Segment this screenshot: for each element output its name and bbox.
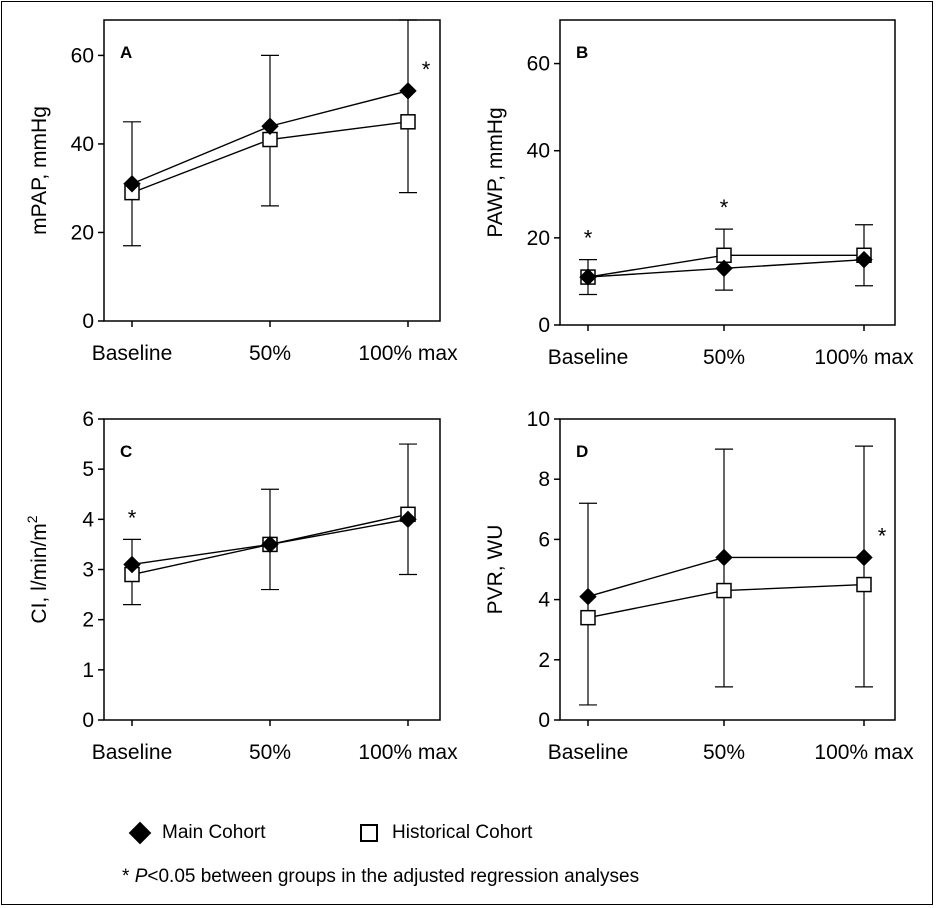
panel-d-ylabel: PVR, WU <box>484 525 507 615</box>
legend-main-marker-icon <box>128 821 152 845</box>
panel-b-ylabel: PAWP, mmHg <box>484 107 507 237</box>
panel-d-point-historical <box>580 609 596 626</box>
panel-b-ytick-label: 40 <box>527 140 550 163</box>
panel-d-significance-marker: * <box>878 523 887 548</box>
panel-b-ytick-label: 20 <box>527 227 550 250</box>
panel-d-point-historical <box>856 576 872 593</box>
panel-a-plot-box <box>103 19 441 322</box>
panel-c-ytick-label: 2 <box>82 609 94 632</box>
panel-d-xtick-label: Baseline <box>548 741 629 764</box>
legend-historical-label: Historical Cohort <box>392 822 533 843</box>
panel-b-ytick-label: 0 <box>538 314 550 337</box>
panel-c-ytick-label: 3 <box>82 559 94 582</box>
panel-a-point-main <box>123 175 141 193</box>
panel-c-point-main <box>261 535 279 554</box>
panel-a-ytick-label: 60 <box>71 44 94 67</box>
panel-a-point-historical <box>400 114 416 130</box>
panel-b-point-main <box>579 268 597 286</box>
panel-a-xtick-label: 100% max <box>358 342 458 365</box>
panel-c-label: C <box>120 442 132 461</box>
panel-b-ytick-label: 60 <box>527 53 550 76</box>
panel-d-ytick-label: 10 <box>527 408 550 431</box>
panel-c-ytick-label: 4 <box>82 508 94 531</box>
legend-main-label: Main Cohort <box>162 822 266 843</box>
panel-c-ytick-label: 0 <box>82 709 94 732</box>
panel-a-ytick-label: 40 <box>71 133 94 156</box>
panel-d-point-main <box>715 548 733 567</box>
panel-d-plot-box <box>559 418 896 721</box>
panel-b-significance-marker: * <box>720 195 729 220</box>
panel-a-point-main <box>261 117 279 135</box>
panel-d-xtick-label: 50% <box>703 741 745 764</box>
legend-main: Main Cohort <box>128 821 266 845</box>
panel-a-ytick-label: 0 <box>82 310 94 333</box>
panel-c-significance-marker: * <box>128 505 137 530</box>
legend-historical-marker-icon <box>360 824 378 842</box>
footnote-p: P <box>134 866 148 887</box>
legend-historical: Historical Cohort <box>360 822 532 844</box>
panel-c-ytick-label: 6 <box>82 408 94 431</box>
panel-b-xtick-label: 100% max <box>814 346 914 369</box>
panel-b-point-main <box>715 259 733 278</box>
panel-b-label: B <box>576 43 588 62</box>
panel-a-label: A <box>120 43 132 62</box>
footnote-star: * <box>122 866 130 887</box>
panel-d-ytick-label: 6 <box>538 528 550 551</box>
panel-a-ylabel: mPAP, mmHg <box>28 106 51 235</box>
panel-d-label: D <box>576 442 588 461</box>
panel-a-xtick-label: 50% <box>249 342 291 365</box>
panel-b-xtick-label: Baseline <box>548 346 629 369</box>
panel-b-plot-box <box>559 19 896 326</box>
panel-a-significance-marker: * <box>422 57 431 82</box>
panel-c-point-main <box>399 510 417 529</box>
panel-d-ytick-label: 8 <box>538 468 550 491</box>
panel-a-xtick-label: Baseline <box>92 342 173 365</box>
panel-c-xtick-label: Baseline <box>92 741 173 764</box>
panel-d-point-main <box>855 548 873 567</box>
panel-c-xtick-label: 50% <box>249 741 291 764</box>
panel-c-xtick-label: 100% max <box>358 741 458 764</box>
panel-c-ylabel: CI, l/min/m2 <box>24 515 51 623</box>
footnote-text: <0.05 between groups in the adjusted reg… <box>147 866 640 887</box>
panel-d-point-main <box>579 587 597 606</box>
panel-d-xtick-label: 100% max <box>814 741 914 764</box>
panel-b-xtick-label: 50% <box>703 346 745 369</box>
panel-d-point-historical <box>716 582 732 599</box>
panel-b-significance-marker: * <box>584 226 593 251</box>
panel-c-ytick-label: 5 <box>82 458 94 481</box>
panel-d-ytick-label: 4 <box>538 589 550 612</box>
footnote: * P<0.05 between groups in the adjusted … <box>122 866 639 888</box>
panel-c-ylabel-superscript: 2 <box>24 515 40 523</box>
panel-c-ytick-label: 1 <box>82 659 94 682</box>
panel-a-point-main <box>399 82 417 100</box>
panel-d-ytick-label: 0 <box>538 709 550 732</box>
panel-c-point-main <box>123 555 141 574</box>
panel-a-ytick-label: 20 <box>71 221 94 244</box>
panel-d-ytick-label: 2 <box>538 649 550 672</box>
panel-b-point-main <box>855 250 873 269</box>
